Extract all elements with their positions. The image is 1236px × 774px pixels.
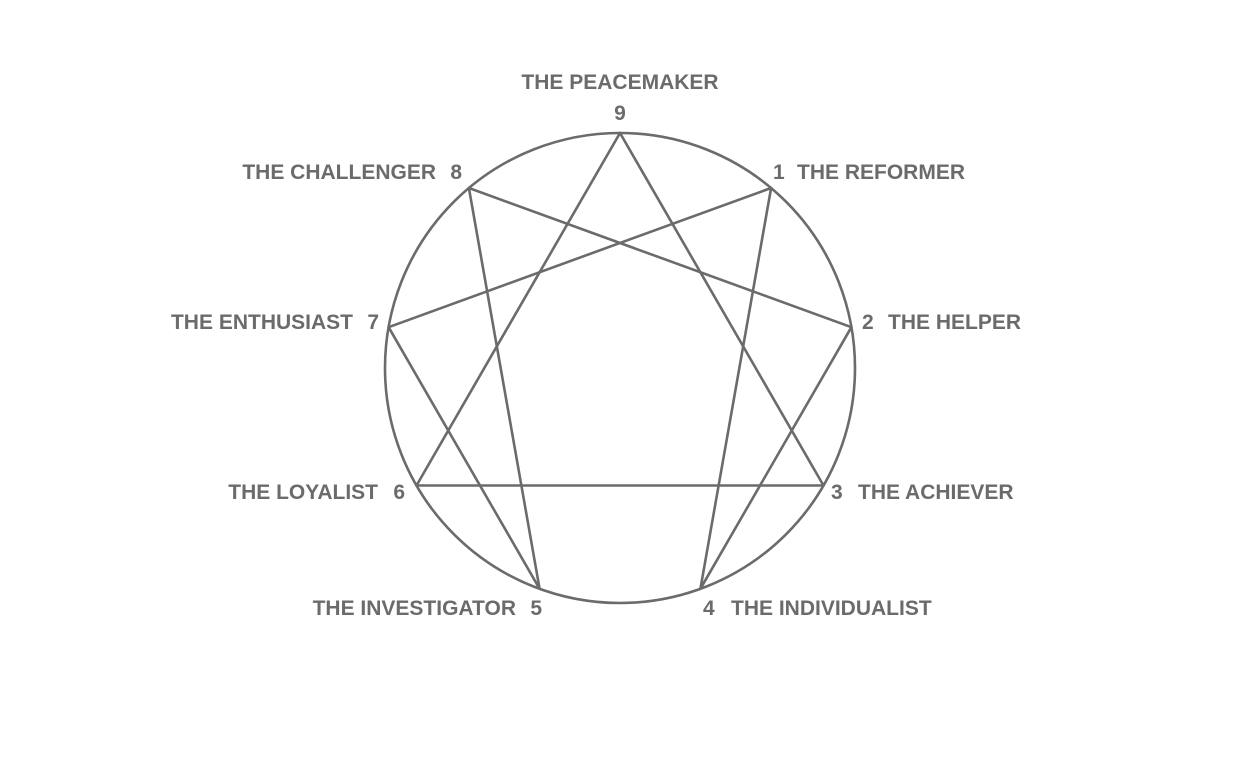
label-number-4: 4: [703, 597, 715, 620]
line-6-9: [415, 131, 622, 487]
label-number-9: 9: [614, 102, 626, 125]
label-name-8: THE CHALLENGER: [242, 161, 436, 184]
label-number-7: 7: [367, 311, 379, 334]
line-1-4: [699, 186, 773, 591]
line-8-5: [467, 186, 541, 591]
label-name-2: THE HELPER: [888, 311, 1021, 334]
line-9-3: [618, 131, 825, 487]
label-name-9: THE PEACEMAKER: [521, 71, 718, 94]
label-name-5: THE INVESTIGATOR: [313, 597, 516, 620]
connection-lines: [387, 131, 853, 591]
line-4-2: [699, 325, 853, 591]
line-2-8: [467, 186, 853, 329]
label-number-3: 3: [831, 481, 843, 504]
label-number-2: 2: [862, 311, 874, 334]
label-name-1: THE REFORMER: [797, 161, 965, 184]
label-name-7: THE ENTHUSIAST: [171, 311, 353, 334]
point-labels: THE PEACEMAKER 9 1 THE REFORMER 2 THE HE…: [171, 71, 1021, 620]
line-7-1: [387, 186, 773, 329]
label-number-5: 5: [530, 597, 542, 620]
label-name-3: THE ACHIEVER: [858, 481, 1014, 504]
label-number-6: 6: [393, 481, 405, 504]
label-number-8: 8: [450, 161, 462, 184]
line-5-7: [387, 325, 541, 591]
label-number-1: 1: [773, 161, 785, 184]
enneagram-circle: [383, 131, 857, 605]
label-name-4: THE INDIVIDUALIST: [731, 597, 932, 620]
label-name-6: THE LOYALIST: [228, 481, 378, 504]
